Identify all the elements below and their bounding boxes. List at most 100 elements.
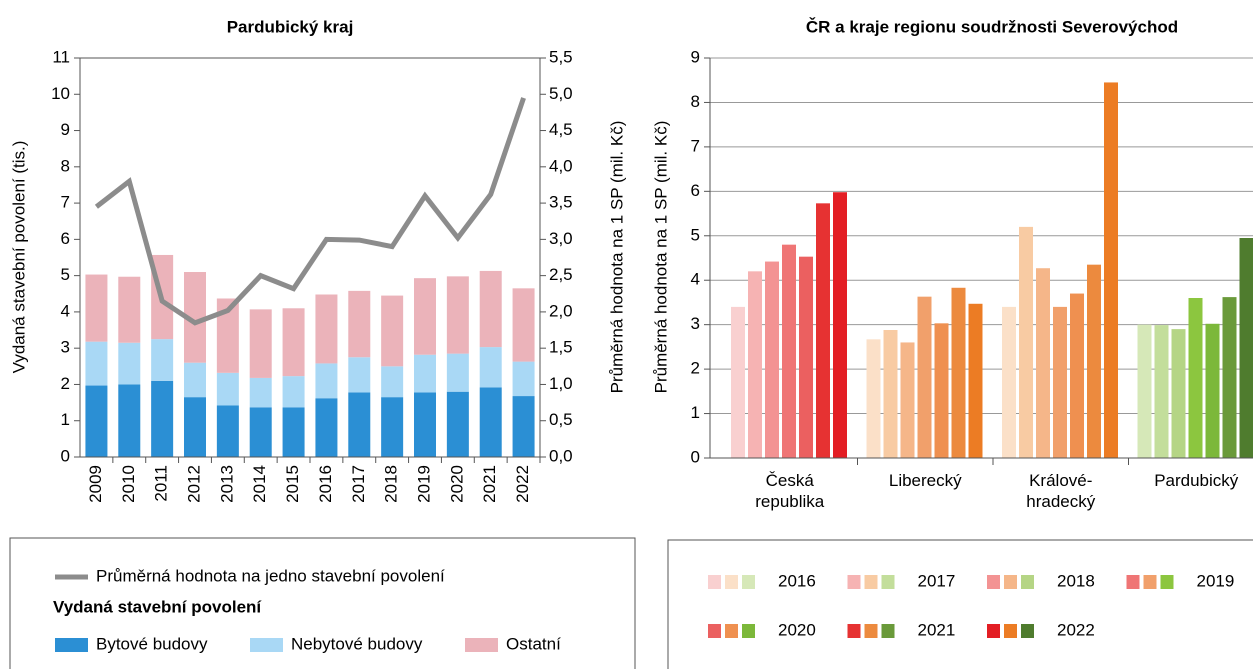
chart-title: ČR a kraje regionu soudržnosti Severovýc… [806,17,1178,36]
y-tick-label: 1 [61,410,70,429]
x-tick-label: 2009 [86,465,105,503]
bar [414,278,436,355]
bar [1171,329,1186,458]
legend-swatch [708,624,721,638]
y2-tick-label: 0,5 [549,410,573,429]
legend-swatch [708,575,721,589]
y-axis-label: Průměrná hodnota na 1 SP (mil. Kč) [651,121,670,394]
x-tick-label: 2019 [414,465,433,503]
bar [748,271,762,458]
y-tick-label: 11 [52,47,70,66]
legend-label: 2021 [918,620,956,639]
legend-swatch [881,575,895,589]
y-tick-label: 5 [691,225,700,244]
bar [216,372,239,406]
bar [1205,323,1220,458]
bar [1222,297,1237,458]
bar [1002,306,1016,458]
legend-label: 2019 [1197,571,1235,590]
x-tick-label: 2018 [382,465,401,503]
legend-label: Bytové budovy [96,634,208,653]
y-tick-label: 9 [61,120,70,139]
legend-swatch [742,624,755,638]
bar [184,362,206,398]
bar [446,353,469,392]
legend-box [9,537,636,669]
bar [968,303,983,458]
legend-label: Ostatní [506,634,561,653]
bar [282,407,305,457]
x-tick-label: 2017 [349,465,368,503]
y-tick-label: 2 [691,359,700,378]
bar [184,272,206,363]
bar [1087,264,1101,458]
y-tick-label: 2 [61,374,70,393]
legend-label: 2022 [1057,620,1095,639]
bar [479,347,502,388]
legend-swatch [1143,575,1157,589]
bar [1104,82,1118,458]
y-tick-label: 7 [691,136,700,155]
bar [866,339,881,458]
legend-swatch [1160,575,1174,589]
y2-tick-label: 1,0 [549,374,573,393]
y2-tick-label: 2,0 [549,301,573,320]
legend-swatch [987,624,1000,638]
bar [765,261,779,458]
bar [315,363,338,399]
legend-label: 2020 [778,620,816,639]
bar [1239,238,1253,458]
legend-swatch [847,575,861,589]
bar [1036,268,1050,458]
legend-swatch [1126,575,1140,589]
bar [315,398,338,457]
bar [446,276,469,354]
y2-tick-label: 0,0 [549,446,573,465]
legend-swatch [1021,624,1034,638]
x-tick-label: Liberecký [888,471,962,490]
x-tick-label: Králové-hradecký [1026,471,1096,511]
y-axis-label: Vydaná stavební povolení (tis.) [9,141,28,374]
y-tick-label: 6 [61,229,70,248]
y-tick-label: 9 [691,47,700,66]
y2-tick-label: 4,5 [549,120,573,139]
legend-swatch [1004,624,1017,638]
y-tick-label: 3 [61,338,70,357]
legend-swatch [725,575,738,589]
x-tick-label: 2014 [250,465,269,503]
y2-tick-label: 2,5 [549,265,573,284]
y-tick-label: 1 [691,403,700,422]
legend-swatch [465,638,498,652]
bar [85,274,108,342]
legend-swatch [1004,575,1017,589]
y2-tick-label: 4,0 [549,156,573,175]
bar [900,342,915,458]
bar [479,270,502,348]
bar [216,298,239,373]
bar [381,366,404,398]
bar [348,357,371,393]
bar [348,392,371,457]
bar [512,361,535,397]
chart-title: Pardubický kraj [227,17,354,36]
legend-swatch [881,624,895,638]
x-tick-label: Pardubický [1154,471,1239,490]
y2-tick-label: 1,5 [549,338,573,357]
legend-label: 2018 [1057,571,1095,590]
x-tick-label: 2012 [184,465,203,503]
y-tick-label: 4 [691,270,700,289]
x-tick-label: 2011 [152,465,171,502]
bar [1188,298,1203,458]
bar [883,330,898,458]
y2-tick-label: 3,0 [549,229,573,248]
legend-label: Průměrná hodnota na jedno stavební povol… [96,566,445,585]
bar [315,294,338,364]
legend-swatch [250,638,283,652]
bar [118,276,141,343]
bar [381,397,404,457]
y-tick-label: 10 [51,84,70,103]
bar [917,296,932,458]
legend-swatch [987,575,1000,589]
y2-tick-label: 3,5 [549,193,573,212]
